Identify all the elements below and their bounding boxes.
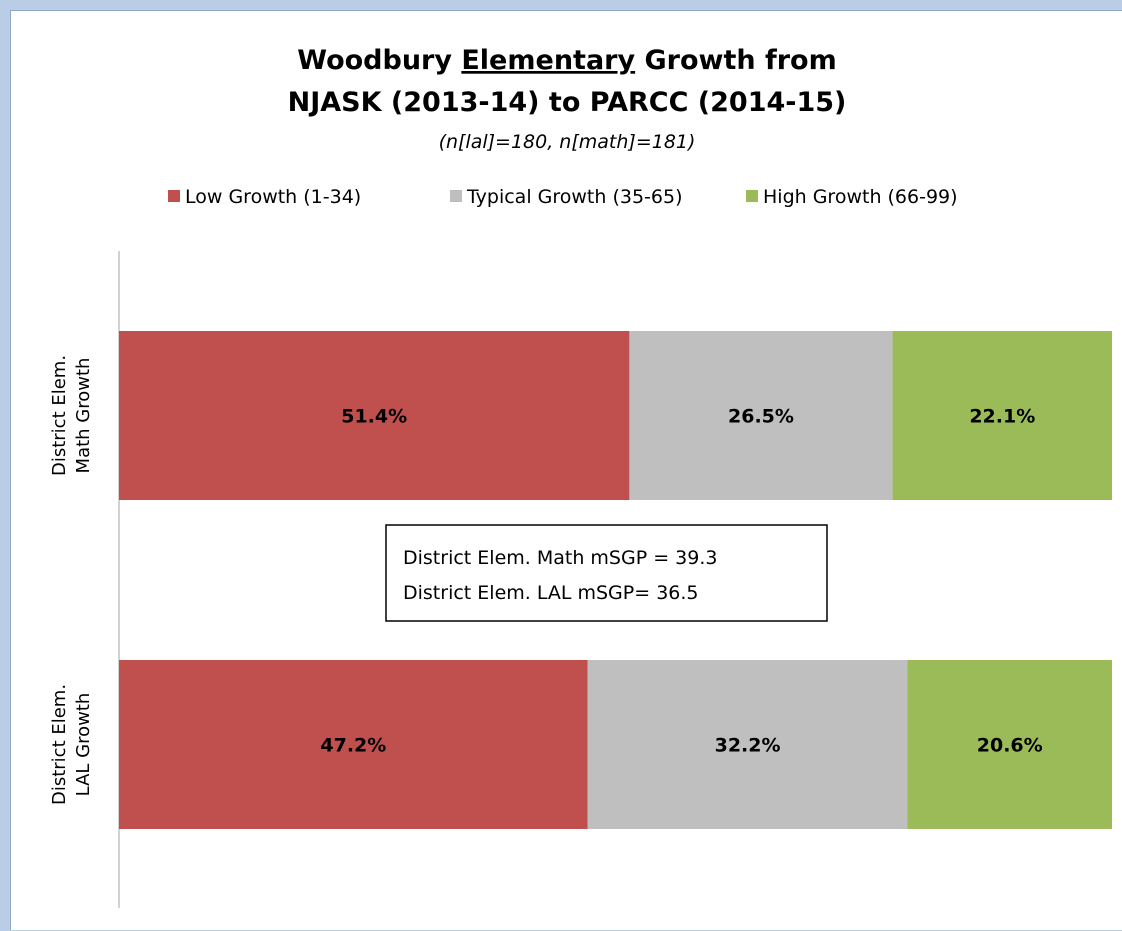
chart: Woodbury Elementary Growth from NJASK (2…: [49, 45, 1112, 908]
data-label-1-1: 32.2%: [715, 735, 781, 757]
bar-segment-1-1: [587, 660, 908, 829]
legend-swatch-1: [450, 190, 462, 202]
title-part-1: Elementary: [461, 45, 635, 76]
chart-frame: Woodbury Elementary Growth from NJASK (2…: [10, 10, 1122, 930]
category-label-0-line-0: District Elem.: [49, 355, 70, 476]
chart-title-line-2: NJASK (2013-14) to PARCC (2014-15): [288, 87, 847, 118]
bar-segment-1-0: [119, 660, 588, 829]
legend-swatch-2: [746, 190, 758, 202]
category-label-1-line-1: LAL Growth: [73, 693, 94, 797]
bars: 51.4% 26.5% 22.1% 47.2% 32.2% 20.6%: [119, 331, 1112, 829]
chart-title-line-1: Woodbury Elementary Growth from: [297, 45, 837, 76]
category-label-1: District Elem. LAL Growth: [49, 684, 94, 805]
bar-segment-0-0: [119, 331, 630, 500]
annotation-line-math: District Elem. Math mSGP = 39.3: [403, 547, 717, 569]
title-part-2: Growth from: [635, 45, 837, 76]
chart-subtitle: (n[lal]=180, n[math]=181): [439, 131, 696, 153]
category-label-0-line-1: Math Growth: [73, 358, 94, 474]
legend-label-2: High Growth (66-99): [763, 186, 958, 208]
annotation-border: [385, 524, 828, 622]
data-label-0-0: 51.4%: [341, 406, 407, 428]
category-label-1-line-0: District Elem.: [49, 684, 70, 805]
data-label-0-1: 26.5%: [728, 406, 794, 428]
annotation-box: District Elem. Math mSGP = 39.3 District…: [385, 524, 828, 622]
legend-label-1: Typical Growth (35-65): [466, 186, 683, 208]
category-label-0: District Elem. Math Growth: [49, 355, 94, 476]
annotation-line-lal: District Elem. LAL mSGP= 36.5: [403, 582, 699, 604]
legend-swatch-0: [168, 190, 180, 202]
data-label-0-2: 22.1%: [969, 406, 1035, 428]
bar-segment-1-2: [907, 660, 1112, 829]
legend-label-0: Low Growth (1-34): [185, 186, 361, 208]
bar-segment-0-1: [629, 331, 893, 500]
data-label-1-2: 20.6%: [977, 735, 1043, 757]
data-label-1-0: 47.2%: [320, 735, 386, 757]
legend: Low Growth (1-34) Typical Growth (35-65) H…: [168, 186, 958, 208]
title-part-0: Woodbury: [297, 45, 461, 76]
bar-segment-0-2: [892, 331, 1112, 500]
